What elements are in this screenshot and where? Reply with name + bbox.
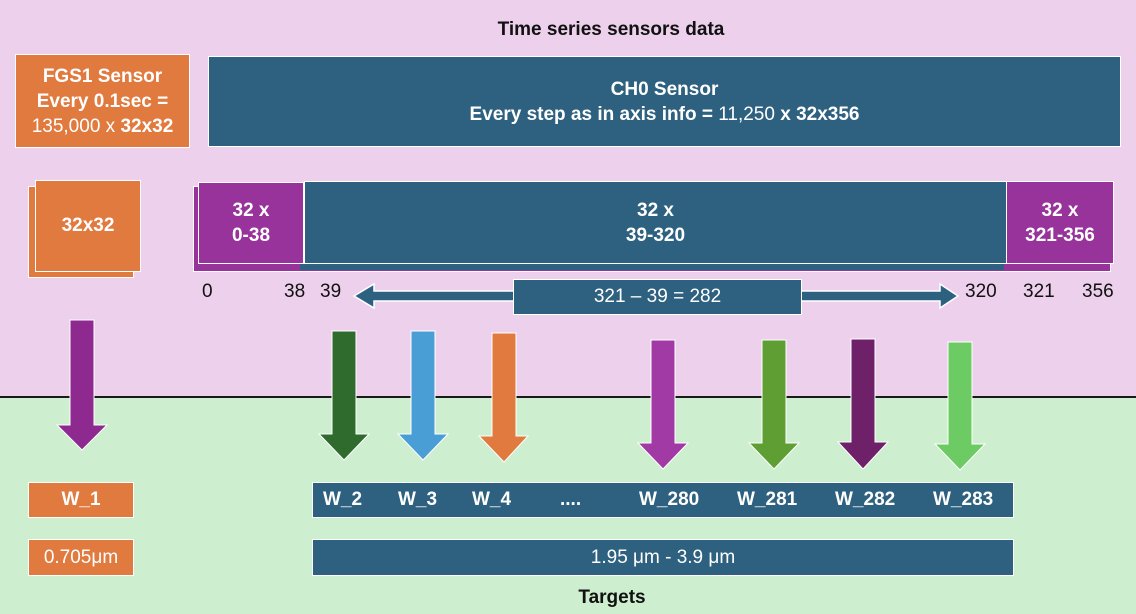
arrow-w1: [55, 319, 109, 451]
w281-label: W_281: [737, 489, 798, 510]
ch0-rate: Every step as in axis info =: [469, 103, 719, 125]
arrow-w283: [933, 341, 987, 471]
segment-39-320-line2: 39-320: [625, 224, 686, 246]
fgs1-count: 135,000 x: [31, 115, 121, 137]
segment-0-38-line1: 32 x: [232, 200, 270, 221]
ch0-count: 11,250: [718, 103, 775, 125]
tick-0: 0: [202, 281, 213, 302]
arrow-w281: [747, 339, 801, 470]
w1-label: W_1: [28, 482, 134, 518]
tick-356: 356: [1082, 281, 1114, 302]
ellipsis-label: ....: [560, 489, 582, 510]
ch0-title: CH0 Sensor: [610, 78, 719, 100]
ch0-times: x: [774, 103, 797, 125]
targets-title: Targets: [578, 587, 646, 608]
fgs1-rate: Every 0.1sec =: [36, 90, 169, 112]
ch0-sensor-box: CH0 Sensor Every step as in axis info = …: [208, 56, 1121, 147]
w3-label: W_3: [398, 489, 438, 510]
fgs1-title: FGS1 Sensor: [42, 65, 163, 87]
w282-label: W_282: [835, 489, 896, 510]
ch0-wavelength-bar: [312, 482, 1014, 518]
diagram-title: Time series sensors data: [497, 19, 725, 40]
range-label: 321 – 39 = 282: [513, 279, 802, 315]
fgs1-sensor-box: FGS1 Sensor Every 0.1sec = 135,000 x 32x…: [15, 54, 190, 148]
arrow-w3: [396, 330, 450, 461]
segment-39-320: 32 x 39-320: [304, 181, 1007, 264]
fgs1-shape: 135,000 x 32x32: [32, 114, 174, 139]
tick-320: 320: [965, 281, 997, 302]
frame-32x32: 32x32: [35, 180, 141, 272]
tick-38: 38: [284, 281, 306, 302]
segment-321-356-line1: 32 x: [1041, 199, 1079, 221]
region-divider: [0, 396, 1136, 398]
w283-label: W_283: [933, 489, 994, 510]
tick-321: 321: [1023, 281, 1055, 302]
segment-321-356-line2: 321-356: [1025, 224, 1095, 246]
ch0-shape: Every step as in axis info = 11,250 x 32…: [470, 102, 860, 127]
arrow-w280: [636, 339, 690, 470]
ch0-dims: 32x356: [796, 103, 860, 125]
segment-321-356: 32 x 321-356: [1006, 181, 1114, 264]
arrow-w2: [317, 330, 371, 461]
segment-0-38: 32 x 0-38: [198, 182, 304, 264]
tick-39: 39: [320, 281, 342, 302]
w4-label: W_4: [472, 489, 512, 510]
segment-39-320-line1: 32 x: [637, 199, 674, 221]
ch0-wavelength-range: 1.95 μm - 3.9 μm: [312, 539, 1014, 576]
arrow-w282: [836, 338, 890, 470]
segment-0-38-line2: 0-38: [231, 225, 271, 246]
fgs-wavelength-value: 0.705μm: [28, 539, 134, 576]
fgs1-dims: 32x32: [120, 115, 174, 137]
arrow-w4: [477, 332, 530, 463]
w2-label: W_2: [323, 489, 363, 510]
w280-label: W_280: [639, 489, 700, 510]
